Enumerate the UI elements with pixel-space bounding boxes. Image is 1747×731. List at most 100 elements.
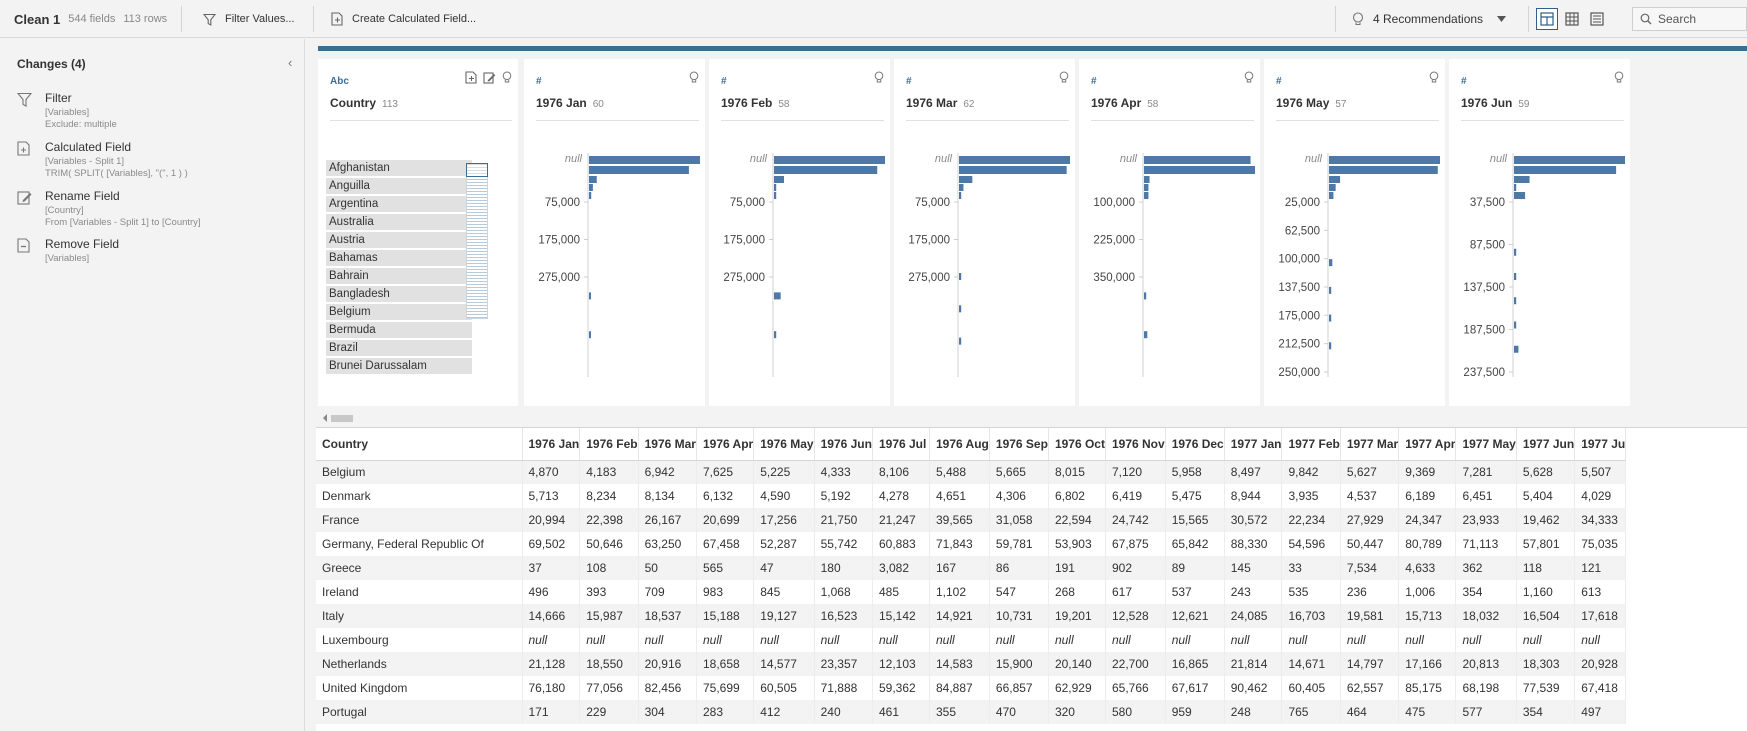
value-cell[interactable]: 60,505 [753,676,815,700]
value-cell[interactable]: 304 [638,700,697,724]
value-cell[interactable]: 71,843 [929,532,990,556]
country-value-bar[interactable]: Australia [326,214,472,230]
country-cell[interactable]: United Kingdom [316,676,523,700]
histogram-bar[interactable] [959,305,962,313]
value-cell[interactable]: 18,303 [1516,652,1576,676]
value-cell[interactable]: 393 [579,580,639,604]
value-cell[interactable]: 12,528 [1105,604,1166,628]
number-type-icon[interactable]: # [536,76,542,87]
value-cell[interactable]: 1,068 [814,580,873,604]
country-cell[interactable]: Portugal [316,700,523,724]
value-cell[interactable]: 4,278 [872,484,930,508]
column-header[interactable]: 1977 May [1455,428,1517,461]
value-cell[interactable]: null [1398,628,1457,652]
profile-card-1976-jun[interactable]: #1976 Jun 59 null 37,500 87,500 137,500 187,50… [1449,59,1630,406]
value-cell[interactable]: 55,742 [814,532,873,556]
value-cell[interactable]: 21,750 [814,508,873,532]
column-header[interactable]: 1977 Apr [1398,428,1457,461]
value-cell[interactable]: 90,462 [1224,676,1283,700]
histogram-bar[interactable] [1144,166,1255,174]
value-cell[interactable]: 12,621 [1165,604,1225,628]
value-cell[interactable]: 1,160 [1516,580,1576,604]
lightbulb-icon[interactable] [1614,71,1624,84]
value-cell[interactable]: 71,113 [1455,532,1517,556]
value-cell[interactable]: 4,537 [1340,484,1400,508]
country-cell[interactable]: France [316,508,523,532]
value-cell[interactable]: 412 [753,700,815,724]
histogram-bar[interactable] [1144,331,1148,339]
histogram[interactable]: null 75,000 175,000 275,000 [524,137,705,399]
lightbulb-icon[interactable] [1059,71,1069,84]
value-cell[interactable]: 14,577 [753,652,815,676]
grid-view-button[interactable] [1561,8,1583,30]
change-item-filter[interactable]: Filter [Variables] Exclude: multiple [16,91,117,131]
collapse-panel-icon[interactable]: ‹ [288,55,293,70]
histogram[interactable]: null 75,000 175,000 275,000 [709,137,890,399]
histogram[interactable]: null 37,500 87,500 137,500 187,500 237,500 [1449,137,1630,399]
value-cell[interactable]: 60,883 [872,532,930,556]
value-cell[interactable]: null [1165,628,1225,652]
value-cell[interactable]: 50,447 [1340,532,1400,556]
column-header[interactable]: 1977 Ju [1574,428,1627,461]
value-cell[interactable]: 229 [579,700,639,724]
histogram-bar[interactable] [1329,192,1334,199]
value-cell[interactable]: 709 [638,580,697,604]
country-cell[interactable]: Germany, Federal Republic Of [316,532,523,556]
country-cell[interactable]: Belgium [316,460,523,484]
value-cell[interactable]: 24,742 [1105,508,1166,532]
histogram-bar[interactable] [959,337,962,345]
value-cell[interactable]: 320 [1048,700,1106,724]
value-cell[interactable]: 354 [1516,700,1576,724]
value-cell[interactable]: 19,462 [1516,508,1576,532]
histogram-bar[interactable] [774,156,885,164]
value-cell[interactable]: 5,225 [753,460,815,484]
column-header[interactable]: 1976 Jul [872,428,930,461]
histogram-bar[interactable] [1329,176,1341,183]
column-header[interactable]: 1977 Feb [1281,428,1341,461]
histogram[interactable]: null 100,000 225,000 350,000 [1079,137,1260,399]
country-cell[interactable]: Netherlands [316,652,523,676]
value-cell[interactable]: 67,458 [696,532,755,556]
value-cell[interactable]: 66,857 [989,676,1049,700]
column-header[interactable]: 1976 May [753,428,815,461]
value-cell[interactable]: 18,658 [696,652,755,676]
value-cell[interactable]: 7,625 [696,460,755,484]
histogram-bar[interactable] [1144,184,1149,191]
value-cell[interactable]: 613 [1574,580,1627,604]
histogram-bar[interactable] [589,184,593,191]
value-cell[interactable]: 12,103 [872,652,930,676]
histogram-bar[interactable] [959,176,973,183]
value-cell[interactable]: 565 [696,556,755,580]
value-cell[interactable]: 475 [1398,700,1457,724]
profile-card-1976-may[interactable]: #1976 May 57 null 25,000 62,500 100,000 137,50… [1264,59,1445,406]
value-cell[interactable]: 14,921 [929,604,990,628]
column-header[interactable]: 1976 Mar [638,428,697,461]
value-cell[interactable]: 14,671 [1281,652,1341,676]
country-value-bar[interactable]: Brunei Darussalam [326,358,472,374]
histogram-bar[interactable] [1514,166,1617,174]
country-value-bar[interactable]: Belgium [326,304,472,320]
value-cell[interactable]: 24,347 [1398,508,1457,532]
change-item-calculated-field[interactable]: Calculated Field [Variables - Split 1] T… [17,140,188,180]
value-cell[interactable]: 485 [872,580,930,604]
value-cell[interactable]: 15,142 [872,604,930,628]
value-cell[interactable]: 5,713 [522,484,581,508]
value-cell[interactable]: 68,198 [1455,676,1517,700]
value-cell[interactable]: 5,627 [1340,460,1400,484]
histogram-bar[interactable] [774,192,777,199]
value-cell[interactable]: 20,916 [638,652,697,676]
scroll-thumb[interactable] [331,415,353,422]
value-cell[interactable]: 75,699 [696,676,755,700]
profile-horizontal-scrollbar[interactable] [318,413,1747,423]
histogram-bar[interactable] [1514,248,1517,256]
column-header[interactable]: 1976 Apr [696,428,755,461]
value-cell[interactable]: 577 [1455,700,1517,724]
histogram-bar[interactable] [774,331,777,339]
value-cell[interactable]: 50 [638,556,697,580]
histogram-bar[interactable] [1514,345,1519,353]
value-cell[interactable]: 14,797 [1340,652,1400,676]
value-cell[interactable]: 191 [1048,556,1106,580]
value-cell[interactable]: 8,234 [579,484,639,508]
value-cell[interactable]: 15,987 [579,604,639,628]
value-cell[interactable]: 243 [1224,580,1283,604]
